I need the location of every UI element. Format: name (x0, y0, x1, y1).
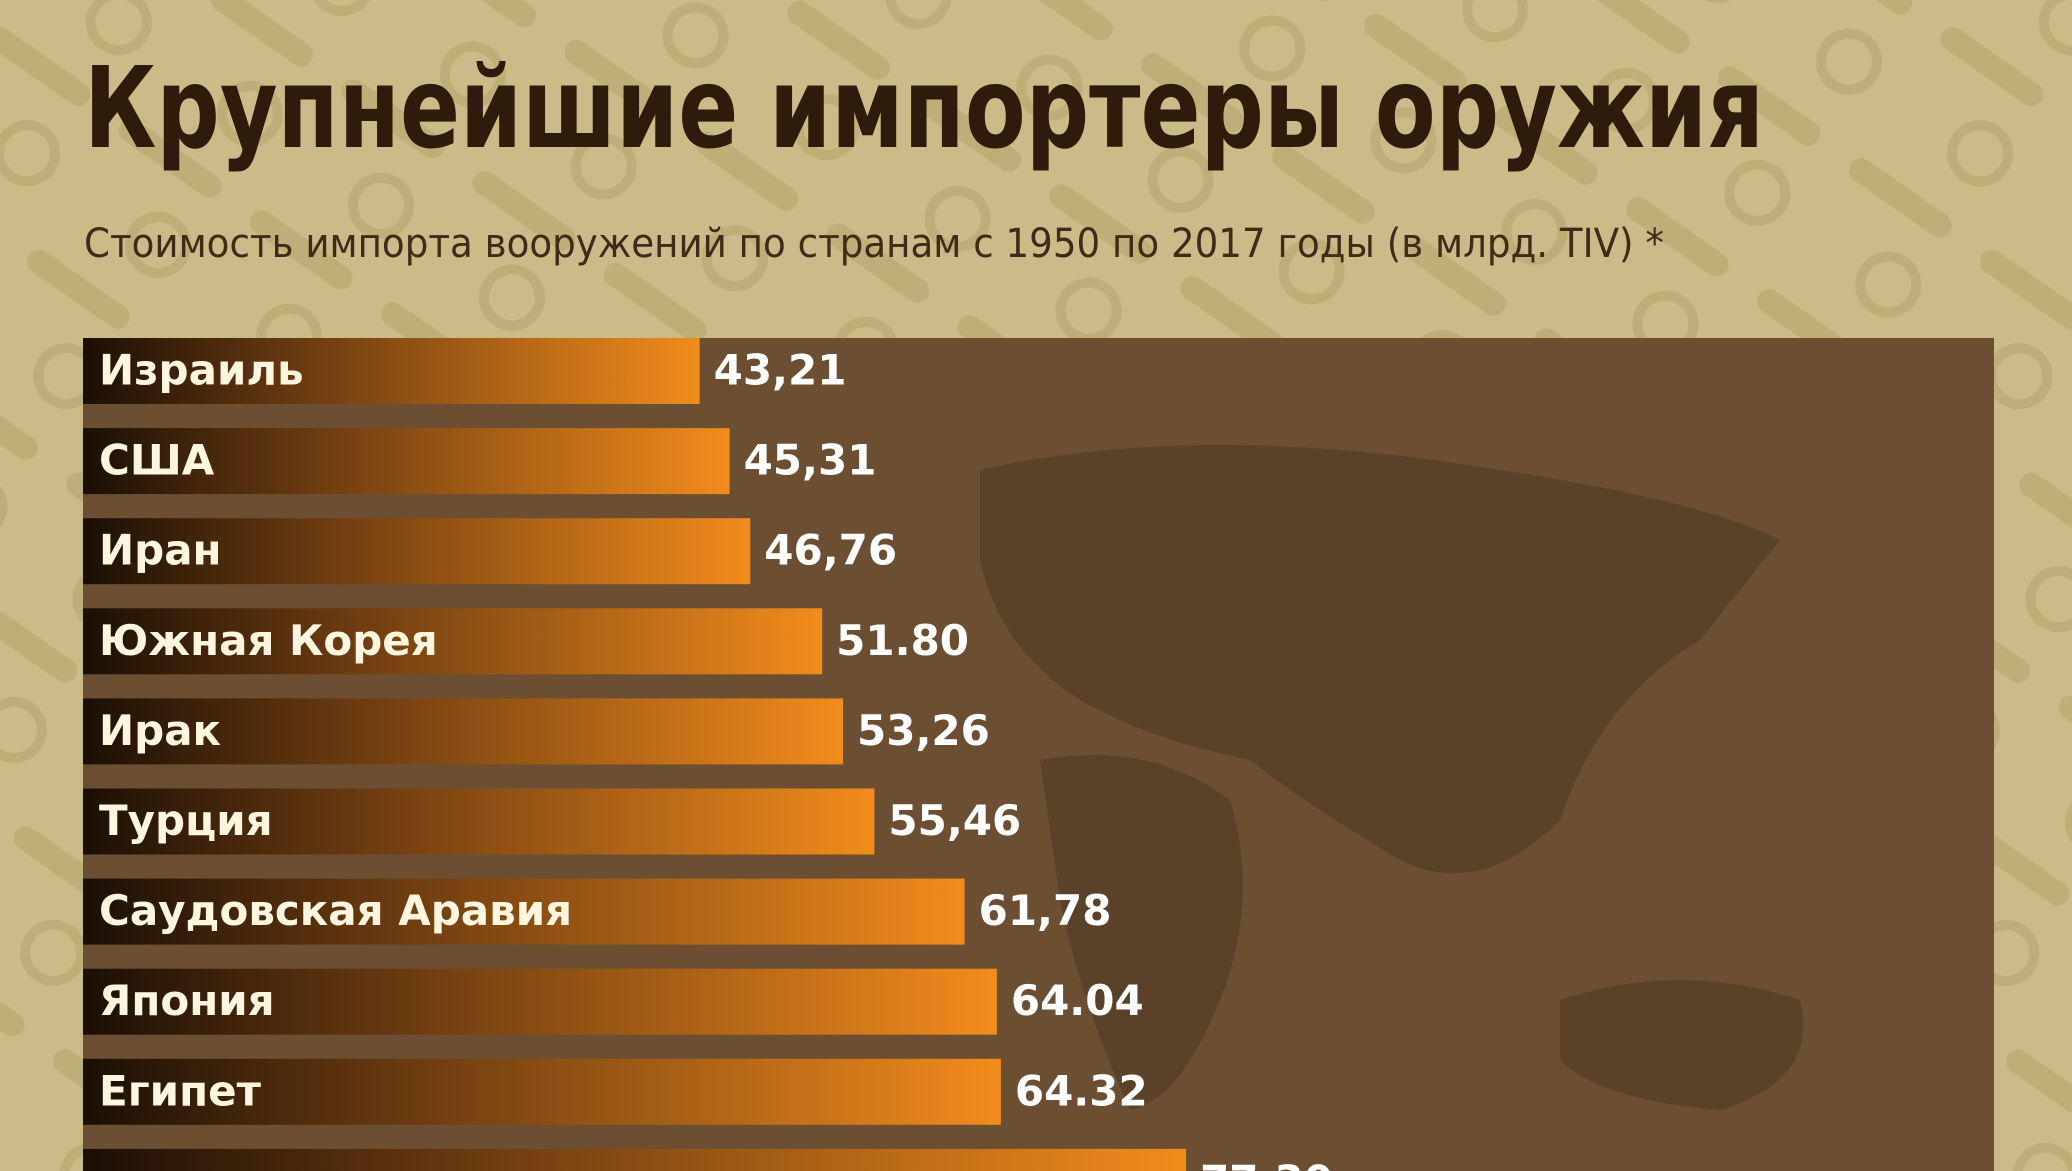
bar (83, 878, 965, 945)
bar (83, 428, 730, 495)
category-label: США (99, 436, 215, 485)
world-map (980, 445, 1804, 1110)
value-label: 45,31 (744, 436, 877, 485)
bar (83, 338, 700, 404)
value-label: 64.04 (1011, 976, 1144, 1025)
value-label: 64.32 (1015, 1066, 1148, 1115)
value-label: 43,21 (714, 346, 847, 395)
chart-title: Крупнейшие импортеры оружия (84, 44, 1764, 174)
bar (83, 518, 751, 585)
category-label: Южная Корея (99, 616, 438, 665)
bar (83, 698, 844, 765)
value-label: 53,26 (857, 706, 990, 755)
category-label: Ирак (99, 706, 221, 755)
value-label: 51.80 (836, 616, 969, 665)
category-label: Саудовская Аравия (99, 886, 572, 935)
category-label: Египет (99, 1066, 262, 1115)
bar (83, 1148, 1187, 1171)
chart-subtitle: Стоимость импорта вооружений по странам … (84, 221, 1664, 267)
category-label: Израиль (99, 346, 304, 395)
bar (83, 968, 997, 1035)
value-label: 77.30 (1200, 1156, 1333, 1171)
value-label: 55,46 (888, 796, 1021, 845)
category-label: Япония (99, 976, 275, 1025)
bar (83, 608, 823, 675)
bar (83, 788, 875, 855)
bar (83, 1058, 1001, 1125)
value-label: 46,76 (764, 526, 897, 575)
category-label: Турция (99, 796, 273, 845)
value-label: 61,78 (979, 886, 1112, 935)
category-label: Иран (99, 526, 222, 575)
